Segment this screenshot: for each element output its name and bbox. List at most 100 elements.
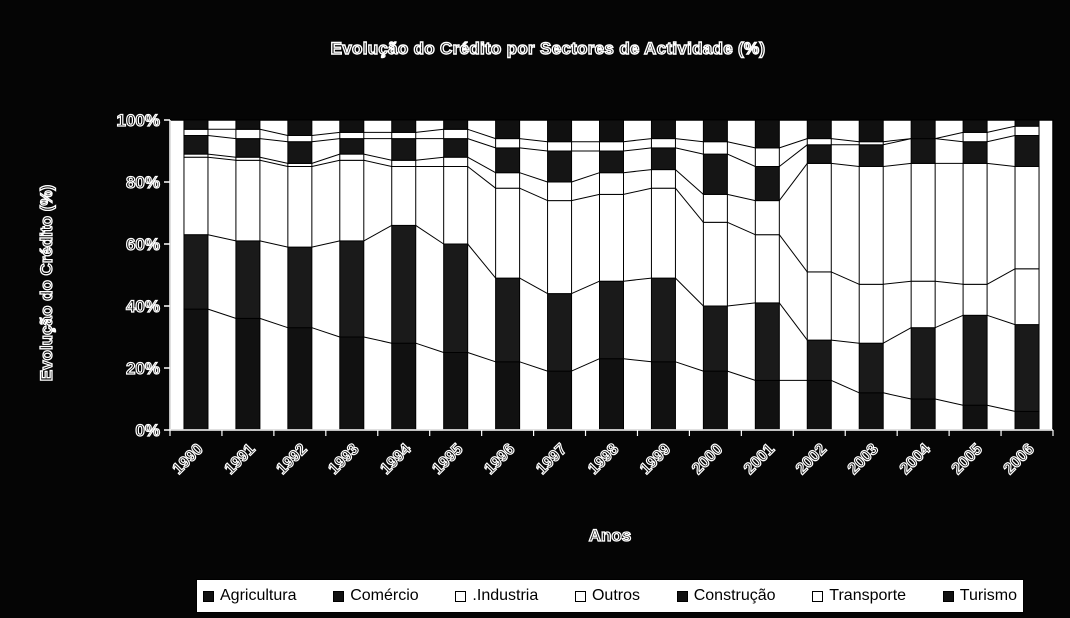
bar-segment [599, 150, 624, 174]
x-tick-label: 1996 [481, 441, 518, 478]
legend-label: .Industria [472, 587, 539, 604]
bar-segment [235, 317, 261, 431]
bar-segment [910, 162, 936, 282]
series-connector [259, 317, 289, 329]
series-connector [415, 156, 444, 161]
series-connector [883, 138, 912, 146]
series-connector [519, 361, 548, 372]
series-connector [883, 392, 912, 400]
bar-segment [391, 166, 417, 226]
x-tick-label: 1992 [273, 441, 310, 478]
series-connector [882, 327, 912, 344]
y-tick-label: 0% [135, 421, 160, 440]
bar-segment [287, 166, 313, 248]
series-connector [727, 221, 756, 236]
bar-segment [962, 141, 988, 164]
bar-segment [235, 128, 261, 140]
bar-segment [547, 141, 573, 152]
bar-segment [235, 138, 261, 158]
bar-segment [443, 138, 469, 158]
bar-segment [650, 147, 676, 171]
bar-segment [806, 138, 832, 146]
bar-segment [391, 159, 417, 168]
series-connector [207, 156, 236, 161]
bar-segment [962, 283, 988, 316]
legend-label: Agricultura [220, 587, 297, 604]
y-tick-label: 60% [126, 235, 160, 254]
legend-swatch [812, 590, 824, 602]
bar-segment [287, 246, 313, 329]
series-connector [363, 224, 392, 242]
series-connector [883, 162, 912, 167]
bar-segment [547, 181, 573, 202]
series-connector [519, 138, 548, 143]
bar-segment [183, 308, 209, 431]
y-tick-label: 20% [126, 359, 160, 378]
series-connector [987, 162, 1016, 167]
bar-segment [910, 327, 936, 400]
bar-segment [339, 336, 365, 431]
series-connector [831, 379, 860, 394]
legend-label: Outros [591, 587, 640, 604]
bar-segment [547, 150, 573, 183]
series-connector [363, 159, 392, 167]
bar-segment [962, 119, 988, 133]
bar-segment [962, 314, 988, 406]
bar-segment [495, 147, 521, 174]
legend-label: Construção [693, 587, 776, 604]
bar-segment [650, 119, 676, 140]
bar-segment [754, 119, 780, 149]
bar-segment [495, 119, 521, 140]
series-connector [831, 138, 860, 143]
bar-segment [183, 156, 209, 236]
bar-segment [702, 221, 728, 307]
series-connector [778, 234, 808, 273]
legend-item: Comércio [333, 587, 419, 605]
series-connector [831, 339, 860, 344]
series-connector [467, 243, 497, 279]
legend-swatch [942, 590, 954, 602]
series-connector [415, 128, 444, 133]
series-connector [467, 138, 496, 149]
bar-segment [235, 159, 261, 242]
series-connector [207, 308, 237, 319]
chart-title: Evolução do Crédito por Sectores de Acti… [331, 39, 766, 58]
series-connector [986, 125, 1016, 133]
bar-segment [754, 379, 780, 431]
bar-segment [391, 119, 417, 133]
bar-segment [910, 398, 936, 431]
legend-item: Construção [676, 587, 776, 605]
series-connector [415, 342, 444, 353]
legend: Agricultura Comércio .Industria Outros Const… [196, 579, 1024, 613]
series-connector [779, 144, 808, 167]
series-connector [727, 302, 756, 307]
legend-swatch [574, 590, 586, 602]
series-connector [311, 159, 340, 167]
legend-label: Turismo [959, 587, 1017, 604]
bar-segment [754, 234, 780, 304]
bar-segment [962, 131, 988, 143]
legend-swatch [333, 590, 345, 602]
bar-segment [599, 141, 624, 152]
bar-segment [495, 277, 521, 363]
bar-segment [910, 119, 936, 140]
bar-segment [858, 342, 884, 394]
bar-segment [702, 141, 728, 155]
series-connector [675, 361, 704, 372]
series-connector [571, 193, 600, 202]
bar-segment [443, 166, 469, 245]
bar-segment [547, 293, 573, 372]
bar-segment [1014, 324, 1040, 412]
x-tick-label: 2004 [897, 441, 934, 478]
series-connector [623, 358, 652, 363]
series-connector [883, 138, 912, 143]
series-connector [207, 153, 236, 158]
bar-segment [599, 358, 624, 431]
bar-segment [910, 138, 936, 164]
bar-segment [391, 224, 417, 344]
series-connector [623, 147, 652, 152]
series-connector [259, 240, 288, 248]
series-connector [467, 166, 496, 189]
series-connector [623, 169, 652, 174]
bar-segment [235, 240, 261, 319]
